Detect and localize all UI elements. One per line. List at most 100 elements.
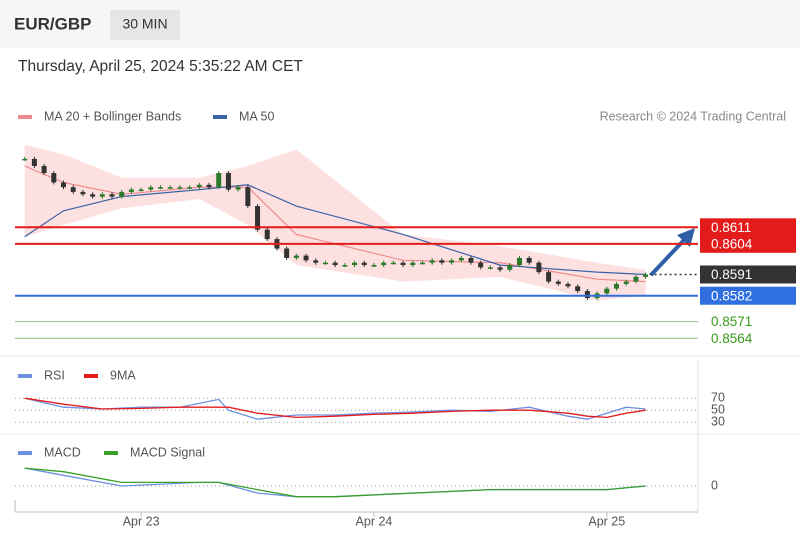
candle <box>177 187 183 189</box>
candle <box>516 257 522 266</box>
candle <box>458 257 464 261</box>
level-label: 0.8571 <box>711 314 752 329</box>
y-tick-label: 50 <box>711 402 725 416</box>
candle <box>196 184 202 188</box>
candle <box>313 260 319 263</box>
candle <box>31 158 37 166</box>
y-tick-label: 70 <box>711 390 725 404</box>
candle <box>410 262 416 266</box>
legend-label: MA 50 <box>239 109 274 123</box>
candle <box>478 262 484 268</box>
credit: Research © 2024 Trading Central <box>600 109 786 123</box>
candle <box>293 255 299 258</box>
legend-label: 9MA <box>110 368 136 382</box>
level-label: 0.8604 <box>711 236 753 251</box>
bollinger-band <box>24 144 646 301</box>
candle <box>371 265 377 267</box>
candle <box>487 267 493 269</box>
level-label-box <box>700 286 796 305</box>
forecast-arrow <box>649 228 695 277</box>
candle <box>255 206 261 230</box>
candle <box>109 194 115 197</box>
candle <box>546 272 552 282</box>
candle <box>119 191 125 197</box>
candle <box>206 184 212 188</box>
legend-label: MA 20 + Bollinger Bands <box>44 109 181 123</box>
arrow-head <box>677 228 695 247</box>
indicator-line <box>24 397 646 419</box>
indicator-line <box>24 467 646 498</box>
candle <box>614 283 620 289</box>
candle <box>128 189 134 192</box>
level-label: 0.8582 <box>711 288 752 303</box>
candle <box>41 165 47 174</box>
candle <box>148 187 154 190</box>
candle <box>342 265 348 267</box>
candle <box>264 229 270 240</box>
candle <box>526 257 532 263</box>
level-label-box <box>700 265 796 284</box>
candle <box>468 257 474 263</box>
candle <box>167 187 173 189</box>
interval[interactable]: 30 MIN <box>122 16 167 32</box>
candle <box>575 286 581 292</box>
candle <box>80 191 86 195</box>
legend-label: MACD <box>44 445 81 459</box>
symbol: EUR/GBP <box>14 14 91 33</box>
candle <box>332 262 338 266</box>
level-label: 0.8591 <box>711 267 752 282</box>
candle <box>99 194 105 197</box>
candle <box>419 262 425 265</box>
candle <box>381 262 387 266</box>
candle <box>497 267 503 270</box>
candle <box>643 274 649 277</box>
candle <box>507 265 513 270</box>
x-tick-label: Apr 23 <box>123 514 160 528</box>
x-tick-label: Apr 25 <box>588 514 625 528</box>
candle <box>158 187 164 189</box>
candle <box>555 281 561 284</box>
candle <box>284 248 290 258</box>
candle <box>565 283 571 287</box>
candle <box>623 281 629 284</box>
candle <box>449 260 455 263</box>
candle <box>361 262 367 266</box>
candle <box>235 187 241 190</box>
level-label-box <box>700 234 796 253</box>
candle <box>245 187 251 207</box>
level-label-box <box>700 218 796 237</box>
candle <box>22 158 28 161</box>
legend-label: MACD Signal <box>130 445 205 459</box>
candle <box>604 288 610 294</box>
moving-average <box>24 184 646 276</box>
candle <box>352 262 358 266</box>
candle <box>322 262 328 265</box>
candle <box>70 187 76 192</box>
candle <box>216 173 222 188</box>
candle <box>138 189 144 192</box>
candle <box>429 260 435 263</box>
candle <box>390 262 396 265</box>
level-label: 0.8564 <box>711 331 753 346</box>
candle <box>439 260 445 263</box>
candle <box>633 276 639 282</box>
timestamp: Thursday, April 25, 2024 5:35:22 AM CET <box>18 58 303 75</box>
candle <box>90 194 96 197</box>
candle <box>187 187 193 189</box>
interval-tab[interactable] <box>110 10 180 40</box>
y-tick-label: 30 <box>711 414 725 428</box>
level-label: 0.8611 <box>711 220 751 235</box>
indicator-line <box>24 397 646 420</box>
candle <box>303 255 309 261</box>
candle <box>51 173 57 183</box>
candle <box>225 173 231 190</box>
y-tick-label: 0 <box>711 478 718 492</box>
candle <box>400 262 406 266</box>
candle <box>536 262 542 273</box>
candle <box>584 291 590 299</box>
indicator-line <box>24 467 646 498</box>
x-tick-label: Apr 24 <box>356 514 393 528</box>
candle <box>61 182 67 188</box>
